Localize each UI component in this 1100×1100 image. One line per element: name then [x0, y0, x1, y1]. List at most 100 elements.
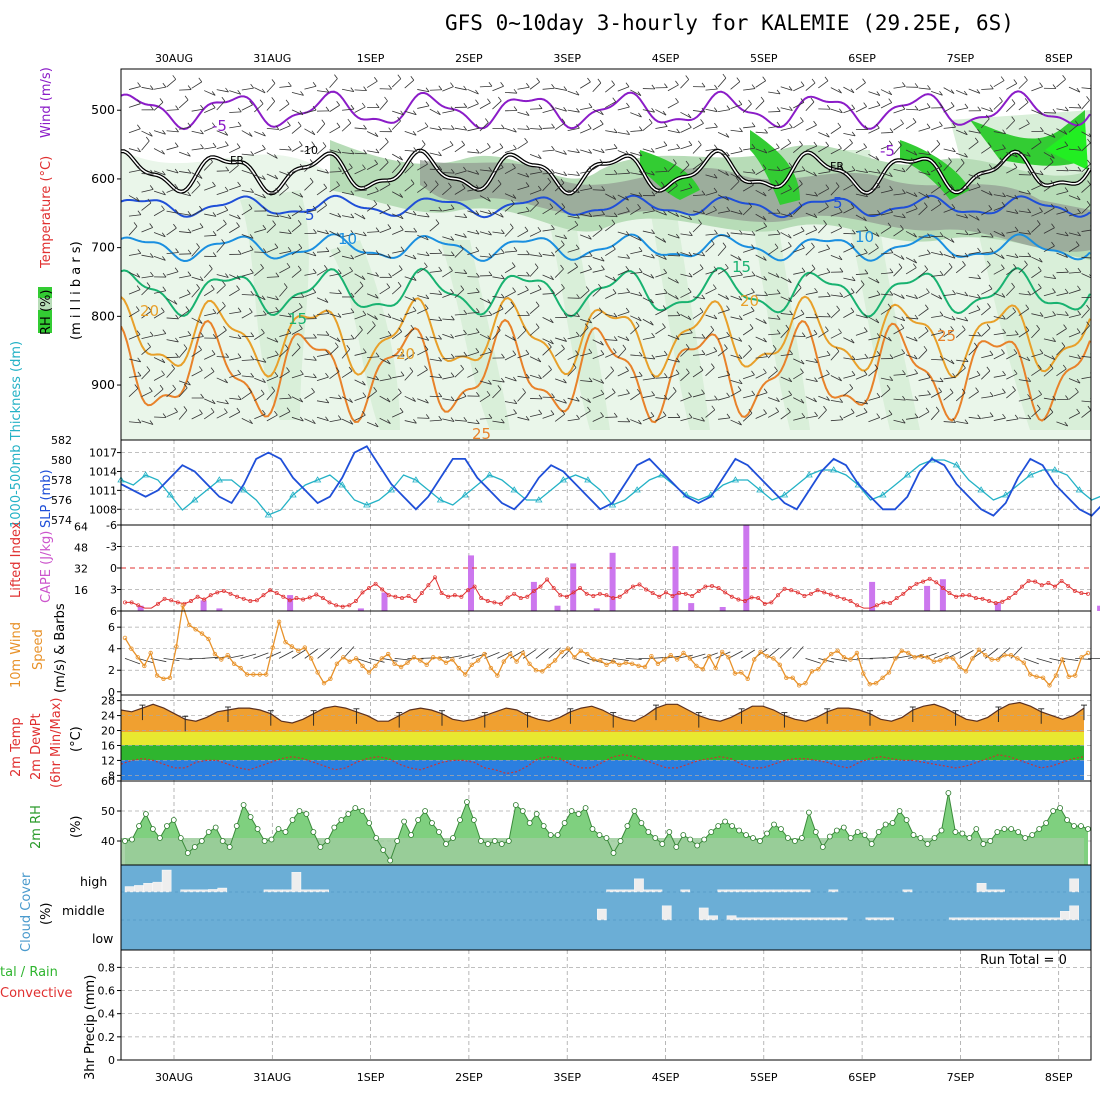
wind-barb-flag	[989, 412, 994, 417]
wind-barb-flag	[350, 334, 355, 340]
isotherm-freezing-inner	[121, 149, 1091, 195]
wind-barb	[931, 332, 943, 336]
wind-barb-flag	[1027, 377, 1032, 382]
wind-barb-flag	[814, 411, 818, 417]
cloud-high-bar	[161, 869, 172, 893]
wind-barb	[780, 411, 791, 420]
cape-bar	[554, 605, 561, 611]
wind-barb	[1006, 254, 1019, 259]
wind-barb	[442, 418, 455, 422]
wind-barb	[429, 395, 442, 398]
wind-barb	[805, 396, 817, 403]
wind-barb	[981, 88, 994, 90]
wind-barb-flag	[762, 191, 767, 197]
wind-barb	[742, 348, 752, 358]
wind-speed-marker	[289, 644, 295, 649]
wind-barb	[905, 267, 917, 275]
wind-barb-flag	[174, 183, 179, 189]
wind-barb-flag	[563, 378, 567, 384]
wind-barb-flag	[1000, 254, 1005, 260]
wind-barb-flag	[547, 177, 552, 183]
wind-barb	[567, 150, 580, 154]
rh-marker	[980, 841, 987, 847]
wind-barb	[793, 230, 805, 237]
wind-barb	[341, 215, 354, 219]
li-marker	[360, 590, 365, 595]
li-marker	[446, 594, 451, 599]
wind-speed-marker	[251, 672, 256, 677]
slp-tick-label: 1014	[89, 465, 117, 478]
wind-barb	[905, 149, 918, 156]
wind-barb-flag	[526, 82, 530, 88]
wind-barb	[517, 172, 529, 178]
wind-barb	[930, 143, 941, 153]
wind-barb	[680, 252, 692, 257]
wind-barb-flag	[300, 370, 304, 375]
wind-barb	[379, 227, 392, 234]
wind-barb	[391, 163, 401, 174]
wind-barb-flag	[212, 334, 217, 339]
wind-barb	[818, 132, 830, 138]
wind-barb-flag	[1052, 274, 1057, 279]
wind-barb-flag	[938, 162, 943, 167]
rh-marker	[1029, 832, 1036, 838]
wind-barb-flag	[651, 107, 655, 113]
wind-barb	[429, 419, 442, 422]
wind-barb	[341, 167, 353, 175]
rh-marker	[359, 808, 366, 814]
wind-barb-flag	[776, 397, 780, 402]
wind-barb	[918, 191, 930, 199]
wind-barb-flag	[976, 182, 981, 188]
wind-barb-flag	[575, 397, 580, 402]
wind-barb-flag	[572, 363, 577, 368]
wind-barb	[617, 106, 630, 111]
wind-barb	[955, 392, 966, 402]
wind-barb	[993, 80, 1005, 88]
wind-barb	[680, 111, 692, 119]
wind-barb-flag	[676, 251, 681, 257]
wind-barb-flag	[309, 177, 314, 183]
wind-barb-flag	[798, 201, 803, 207]
wind-barb-flag	[901, 294, 905, 299]
wind-barb	[354, 212, 366, 220]
wind-barb-flag	[488, 347, 492, 353]
cloud-high-bar	[634, 878, 644, 893]
wind-barb	[429, 336, 442, 340]
wind-barb	[655, 145, 667, 150]
cloud-high-bar	[319, 889, 330, 893]
wind-speed-marker	[546, 663, 551, 669]
wind-barb-flag	[763, 148, 768, 154]
wind-barb-flag	[1051, 154, 1055, 159]
wind-barb-flag	[563, 313, 568, 318]
wind-barb	[266, 214, 279, 218]
thickness-marker	[535, 496, 543, 503]
wind-barb-flag	[688, 328, 693, 334]
wind-barb-flag	[1050, 180, 1055, 185]
wind-barb-flag	[889, 248, 894, 253]
wind-barb	[241, 375, 254, 378]
cloud-middle-bar	[754, 917, 765, 921]
wind-barb	[630, 419, 642, 425]
wind-barb-flag	[275, 272, 280, 278]
wind-speed-marker	[1027, 672, 1033, 677]
wind-barb	[1031, 86, 1043, 92]
wind-barb-flag	[361, 214, 366, 220]
li-marker	[743, 599, 747, 603]
cape-bar	[869, 581, 876, 611]
wind-barb-flag	[989, 350, 994, 356]
wind-barb-flag	[701, 82, 706, 88]
wind-barb-flag	[800, 117, 804, 122]
wind-barb-flag	[160, 307, 165, 313]
cloud-high-bar	[124, 886, 135, 893]
cloud-middle-bar	[698, 907, 709, 921]
cape-tick-label: 16	[74, 584, 88, 597]
wind-speed-marker	[225, 653, 230, 658]
wind-barb	[203, 371, 215, 379]
wind-barb	[592, 353, 605, 360]
temp-tick-label: 16	[101, 739, 115, 752]
wind-barb	[768, 125, 781, 129]
li-marker	[208, 593, 213, 598]
wind-barb	[705, 399, 718, 402]
wind-barb-flag	[789, 310, 793, 316]
wind-barb	[692, 194, 705, 197]
